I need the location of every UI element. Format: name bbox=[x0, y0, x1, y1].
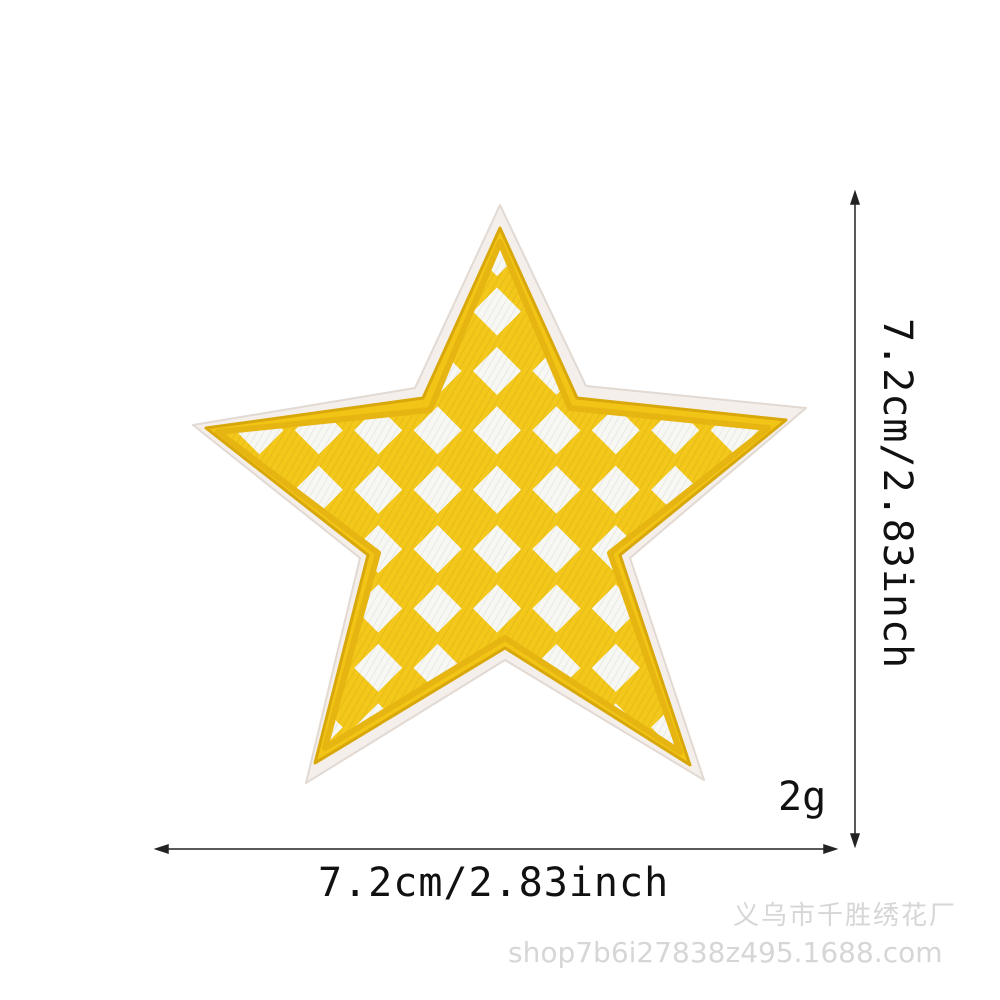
star-inner-edge bbox=[215, 239, 771, 755]
watermark-shop-url: shop7b6i27838z495.1688.com bbox=[508, 936, 943, 969]
width-dimension-arrow bbox=[153, 843, 839, 855]
width-label: 7.2cm/2.83inch bbox=[318, 860, 670, 906]
height-label: 7.2cm/2.83inch bbox=[874, 318, 920, 670]
height-dimension-arrow bbox=[849, 189, 861, 849]
weight-label: 2g bbox=[778, 774, 827, 820]
checkered-fill bbox=[218, 242, 768, 752]
watermark-shop-name: 义乌市千胜绣花厂 bbox=[733, 901, 958, 931]
